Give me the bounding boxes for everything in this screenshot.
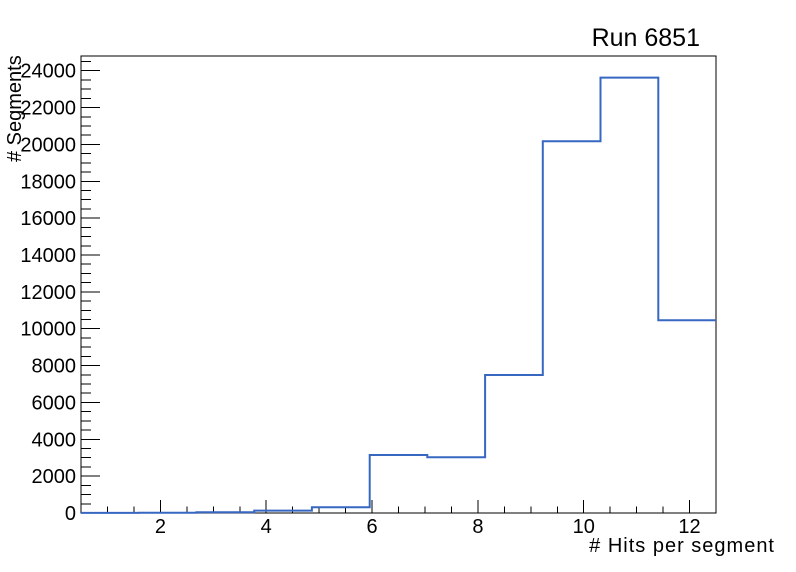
plot-title: Run 6851 — [591, 24, 700, 52]
x-tick-label: 4 — [261, 516, 272, 538]
y-tick-label: 10000 — [20, 319, 76, 341]
y-tick-label: 4000 — [32, 429, 77, 451]
x-tick-label: 6 — [366, 516, 377, 538]
plot-frame — [80, 55, 717, 514]
x-tick-label: 12 — [678, 516, 700, 538]
y-tick-label: 14000 — [20, 245, 76, 267]
y-tick-label: 0 — [65, 503, 76, 525]
x-tick-label: 8 — [472, 516, 483, 538]
x-tick-label: 2 — [155, 516, 166, 538]
x-axis-title: # Hits per segment — [589, 535, 775, 557]
histogram-line — [81, 76, 716, 514]
y-tick-label: 8000 — [32, 356, 77, 378]
y-tick-label: 12000 — [20, 282, 76, 304]
y-tick-label: 24000 — [20, 61, 76, 83]
y-tick-label: 2000 — [32, 466, 77, 488]
y-tick-label: 20000 — [20, 134, 76, 156]
y-tick-label: 16000 — [20, 208, 76, 230]
y-tick-label: 22000 — [20, 98, 76, 120]
x-tick-label: 10 — [573, 516, 595, 538]
y-tick-label: 6000 — [32, 392, 77, 414]
y-tick-label: 18000 — [20, 171, 76, 193]
y-axis-title: # Segments — [4, 55, 26, 162]
